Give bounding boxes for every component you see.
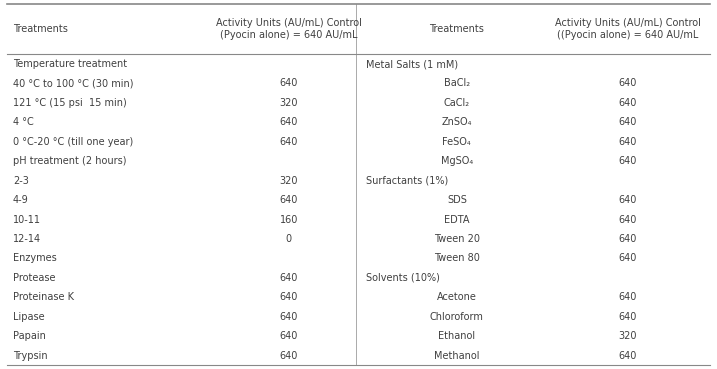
Text: 640: 640: [619, 292, 637, 302]
Text: 640: 640: [619, 79, 637, 89]
Text: 4-9: 4-9: [13, 195, 29, 205]
Text: 320: 320: [280, 98, 298, 108]
Text: Activity Units (AU/mL) Control
((Pyocin alone) = 640 AU/mL: Activity Units (AU/mL) Control ((Pyocin …: [555, 18, 701, 40]
Text: 640: 640: [619, 98, 637, 108]
Text: Treatments: Treatments: [429, 24, 484, 34]
Text: Activity Units (AU/mL) Control
(Pyocin alone) = 640 AU/mL: Activity Units (AU/mL) Control (Pyocin a…: [216, 18, 362, 40]
Text: 640: 640: [619, 234, 637, 244]
Text: 0 °C-20 °C (till one year): 0 °C-20 °C (till one year): [13, 137, 133, 147]
Text: 640: 640: [280, 79, 298, 89]
Text: Temperature treatment: Temperature treatment: [13, 59, 127, 69]
Text: Chloroform: Chloroform: [430, 312, 484, 322]
Text: 12-14: 12-14: [13, 234, 41, 244]
Text: 2-3: 2-3: [13, 176, 29, 186]
Text: 640: 640: [280, 195, 298, 205]
Text: 160: 160: [280, 214, 298, 224]
Text: 640: 640: [619, 312, 637, 322]
Text: 0: 0: [286, 234, 292, 244]
Text: Protease: Protease: [13, 273, 55, 283]
Text: 640: 640: [280, 312, 298, 322]
Text: Solvents (10%): Solvents (10%): [366, 273, 440, 283]
Text: 320: 320: [619, 331, 637, 341]
Text: Methanol: Methanol: [434, 351, 480, 361]
Text: 640: 640: [280, 117, 298, 127]
Text: Ethanol: Ethanol: [438, 331, 475, 341]
Text: Proteinase K: Proteinase K: [13, 292, 74, 302]
Text: 640: 640: [619, 195, 637, 205]
Text: MgSO₄: MgSO₄: [441, 156, 473, 166]
Text: Acetone: Acetone: [437, 292, 477, 302]
Text: 640: 640: [619, 117, 637, 127]
Text: Lipase: Lipase: [13, 312, 44, 322]
Text: Papain: Papain: [13, 331, 46, 341]
Text: pH treatment (2 hours): pH treatment (2 hours): [13, 156, 126, 166]
Text: 640: 640: [280, 292, 298, 302]
Text: Surfactants (1%): Surfactants (1%): [366, 176, 448, 186]
Text: 40 °C to 100 °C (30 min): 40 °C to 100 °C (30 min): [13, 79, 133, 89]
Text: Tween 20: Tween 20: [434, 234, 480, 244]
Text: SDS: SDS: [447, 195, 467, 205]
Text: Treatments: Treatments: [13, 24, 67, 34]
Text: Trypsin: Trypsin: [13, 351, 47, 361]
Text: 4 °C: 4 °C: [13, 117, 34, 127]
Text: ZnSO₄: ZnSO₄: [442, 117, 472, 127]
Text: 640: 640: [280, 273, 298, 283]
Text: 121 °C (15 psi  15 min): 121 °C (15 psi 15 min): [13, 98, 126, 108]
Text: FeSO₄: FeSO₄: [442, 137, 471, 147]
Text: 320: 320: [280, 176, 298, 186]
Text: CaCl₂: CaCl₂: [444, 98, 470, 108]
Text: Enzymes: Enzymes: [13, 254, 57, 263]
Text: 640: 640: [619, 156, 637, 166]
Text: 640: 640: [619, 254, 637, 263]
Text: 640: 640: [280, 351, 298, 361]
Text: 10-11: 10-11: [13, 214, 41, 224]
Text: EDTA: EDTA: [444, 214, 470, 224]
Text: 640: 640: [619, 214, 637, 224]
Text: Metal Salts (1 mM): Metal Salts (1 mM): [366, 59, 457, 69]
Text: Tween 80: Tween 80: [434, 254, 480, 263]
Text: BaCl₂: BaCl₂: [444, 79, 470, 89]
Text: 640: 640: [619, 351, 637, 361]
Text: 640: 640: [619, 137, 637, 147]
Text: 640: 640: [280, 137, 298, 147]
Text: 640: 640: [280, 331, 298, 341]
